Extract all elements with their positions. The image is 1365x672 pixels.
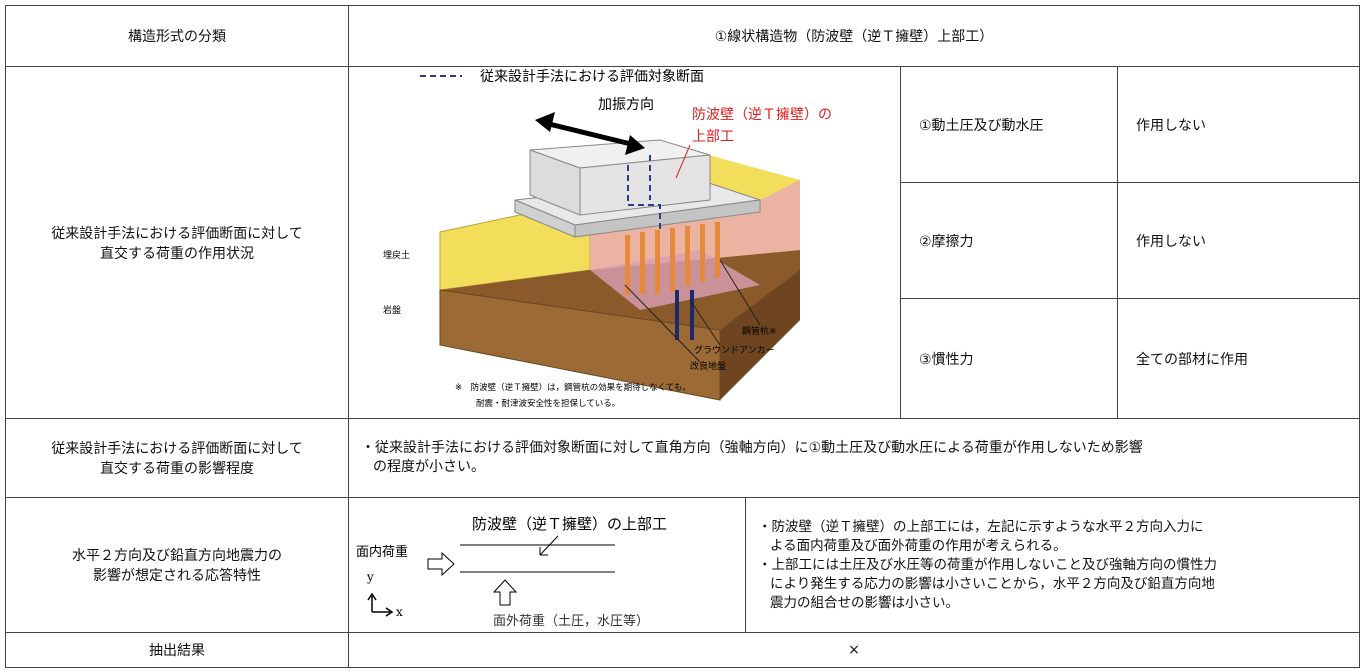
- row-label: 影響が想定される応答特性: [93, 568, 261, 584]
- item-name: ②摩擦力: [919, 233, 974, 250]
- text-line: ・防波壁（逆Ｔ擁壁）の上部工には，左記に示すような水平２方向入力に: [758, 518, 1204, 535]
- fig-label: 面外荷重（土圧，水圧等）: [493, 613, 649, 629]
- text-line: ・従来設計手法における評価対象断面に対して直角方向（強軸方向）に①動土圧及び動水…: [361, 440, 1143, 456]
- target-label: 上部工: [692, 129, 734, 145]
- axis-label: y: [366, 570, 374, 584]
- structure-figure: 従来設計手法における評価対象断面 加振方向 防波壁（逆Ｔ擁壁）の 上部工 埋戻土…: [383, 69, 832, 409]
- row-label: 水平２方向及び鉛直方向地震力の: [72, 548, 282, 564]
- header-value: ①線状構造物（防波壁（逆Ｔ擁壁）上部工）: [714, 29, 994, 45]
- text-line: により発生する応力の影響は小さいことから，水平２方向及び鉛直方向地: [770, 575, 1215, 592]
- row-label: 抽出結果: [149, 643, 205, 659]
- item-name: ①動土圧及び動水圧: [919, 117, 1044, 134]
- item-name: ③慣性力: [919, 351, 974, 368]
- row-label: 従来設計手法における評価断面に対して: [51, 225, 303, 242]
- header-label: 構造形式の分類: [128, 29, 226, 45]
- text-line: 震力の組合せの影響は小さい。: [770, 594, 959, 611]
- row-label: 直交する荷重の作用状況: [100, 245, 254, 262]
- arrowhead: [625, 135, 645, 155]
- leader: [675, 144, 691, 179]
- fig-label: 岩盤: [383, 304, 401, 316]
- axes: [367, 592, 394, 617]
- fig-title: 防波壁（逆Ｔ擁壁）の上部工: [472, 515, 667, 533]
- load-figure: 防波壁（逆Ｔ擁壁）の上部工 面内荷重 y 面外荷重（土圧，水圧等） x: [356, 515, 667, 629]
- text-line: の程度が小さい。: [373, 459, 485, 475]
- item-effect: 全ての部材に作用: [1136, 351, 1248, 368]
- piles: [625, 222, 720, 295]
- cell: ×: [348, 632, 1360, 668]
- fig-label: グラウンドアンカー: [694, 344, 775, 356]
- fig-label: 改良地盤: [690, 360, 726, 372]
- legend-text: 従来設計手法における評価対象断面: [480, 69, 704, 85]
- note: ※ 防波壁（逆Ｔ擁壁）は，鋼管杭の効果を期待しなくても，: [455, 382, 691, 393]
- fig-label: 面内荷重: [356, 544, 408, 560]
- fig-label: 埋戻土: [383, 249, 410, 261]
- wall-side: [579, 154, 711, 216]
- anchors: [675, 290, 694, 340]
- target-label: 防波壁（逆Ｔ擁壁）の: [692, 107, 832, 123]
- cell: ・防波壁（逆Ｔ擁壁）の上部工には，左記に示すような水平２方向入力に よる面内荷重…: [745, 497, 1360, 633]
- row-label: 従来設計手法における評価断面に対して: [51, 441, 303, 457]
- item-effect: 作用しない: [1136, 233, 1206, 250]
- fig-label: 鋼管杭※: [742, 325, 777, 337]
- cell: ・従来設計手法における評価対象断面に対して直角方向（強軸方向）に①動土圧及び動水…: [348, 418, 1360, 498]
- item-effect: 作用しない: [1136, 117, 1206, 134]
- direction-arrow: [544, 120, 636, 148]
- text-line: よる面内荷重及び面外荷重の作用が考えられる。: [770, 537, 1067, 554]
- section-line: [627, 155, 661, 230]
- in-plane-arrow: [427, 551, 455, 577]
- leaders: [624, 259, 761, 363]
- direction-label: 加振方向: [598, 97, 654, 113]
- arrowhead: [535, 112, 555, 132]
- note: 耐震・耐津波安全性を担保している。: [476, 398, 620, 409]
- result: ×: [848, 642, 860, 658]
- text-line: ・上部工には土圧及び水圧等の荷重が作用しないこと及び強軸方向の慣性力: [758, 556, 1217, 573]
- out-plane-arrow: [492, 579, 518, 606]
- diag-arrow: [539, 535, 559, 556]
- footing-side: [574, 199, 761, 238]
- rock-side: [720, 270, 800, 400]
- row-label: 直交する荷重の影響程度: [100, 461, 254, 477]
- axis-label: x: [396, 605, 403, 619]
